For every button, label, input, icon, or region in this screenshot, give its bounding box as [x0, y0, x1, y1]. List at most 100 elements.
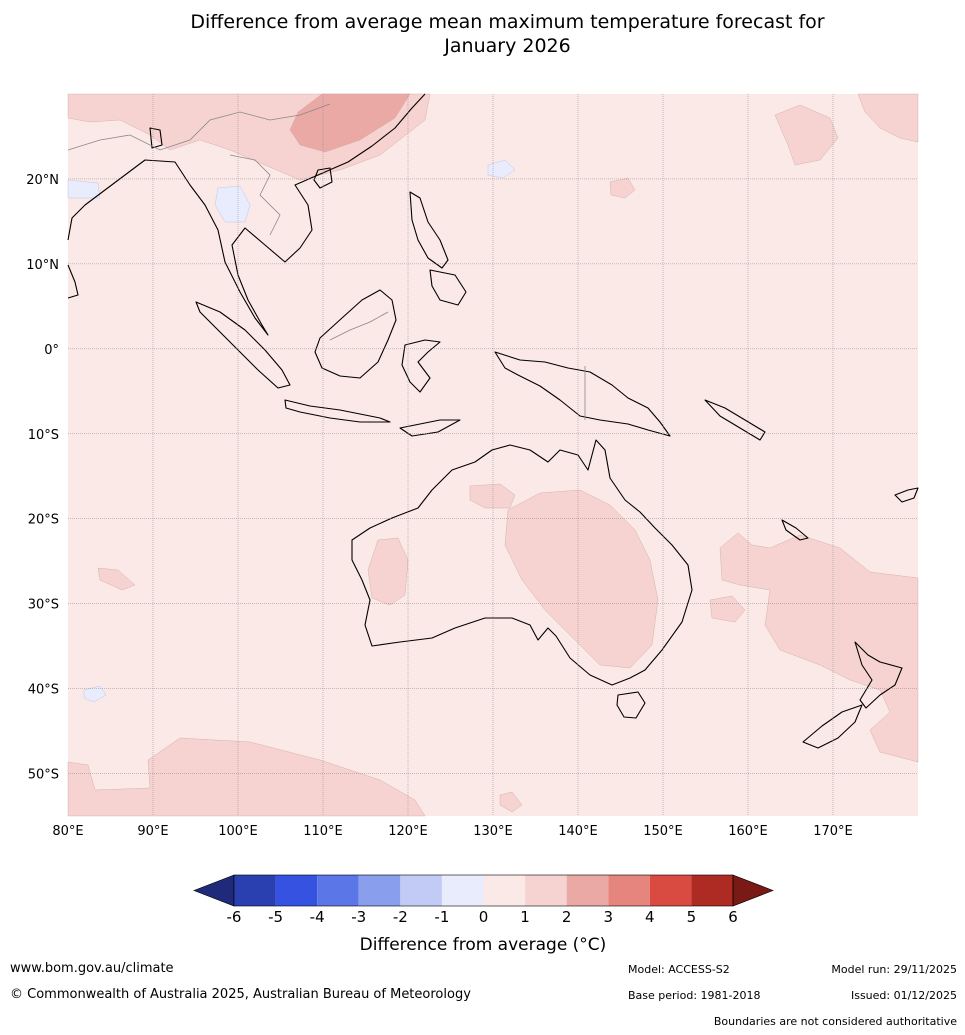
coastline-hainan: [313, 167, 333, 189]
gridlines: [68, 94, 918, 816]
anomaly-region-cool-indochina: [214, 185, 251, 223]
colorbar-cell: [234, 875, 276, 906]
anomaly-region-southern-ocean: [67, 737, 426, 817]
lon-tick-label: 90°E: [137, 824, 168, 839]
lat-tick-label: 10°S: [28, 428, 59, 443]
lon-tick-label: 120°E: [388, 824, 428, 839]
colorbar-tick-label: -6: [227, 908, 242, 926]
colorbar-tick-label: 3: [603, 908, 613, 926]
coastline-nz-north: [854, 641, 903, 709]
colorbar-label: Difference from average (°C): [360, 935, 607, 955]
anomaly-region-tasman: [719, 532, 919, 763]
coastline-luzon: [409, 191, 449, 269]
colorbar-tick-label: -2: [393, 908, 408, 926]
coastline-mindanao: [429, 269, 467, 306]
colorbar-cell: [608, 875, 650, 906]
lat-tick-label: 30°S: [28, 598, 59, 613]
coastline-asia: [67, 93, 426, 336]
coastline-borneo: [314, 289, 397, 379]
colorbar-tick-label: 6: [728, 908, 738, 926]
footer-issued: Issued: 01/12/2025: [850, 989, 957, 1002]
lon-tick-label: 80°E: [52, 824, 83, 839]
lon-tick-label: 160°E: [728, 824, 768, 839]
coastline-nz-south: [802, 704, 863, 749]
footer-disclaimer: Boundaries are not considered authoritat…: [713, 1015, 957, 1028]
border-asia: [67, 103, 331, 151]
coastline-tasmania: [616, 691, 646, 719]
lon-tick-labels: 80°E 90°E 100°E 110°E 120°E 130°E 140°E 150°E 16…: [52, 824, 852, 839]
anomaly-region-cool-philippine-sea: [487, 159, 516, 179]
coastline-australia: [351, 439, 693, 686]
national-boundaries: [67, 103, 586, 420]
temperature-anomaly-map: 20°N 10°N 0° 10°S 20°S 30°S 40°S 50°S 80°E 90°E 1…: [26, 93, 919, 839]
colorbar-cell: [566, 875, 609, 906]
lon-tick-label: 140°E: [558, 824, 598, 839]
colorbar-extend-high: [732, 874, 774, 907]
lon-tick-label: 150°E: [643, 824, 683, 839]
coastline-new-guinea: [494, 351, 671, 437]
colorbar-tick-label: 1: [520, 908, 530, 926]
footer-model-run: Model run: 29/11/2025: [831, 963, 957, 976]
colorbar-cell: [649, 875, 692, 906]
lat-tick-label: 50°S: [28, 768, 59, 783]
lon-tick-label: 130°E: [473, 824, 513, 839]
colorbar-tick-label: 0: [479, 908, 489, 926]
colorbar-cell: [691, 875, 733, 906]
lat-tick-label: 10°N: [26, 258, 59, 273]
map-title-line1: Difference from average mean maximum tem…: [190, 11, 825, 33]
colorbar-cell: [441, 875, 484, 906]
anomaly-region-ne-corner: [857, 93, 919, 143]
anomaly-region-central-australia: [504, 489, 659, 669]
anomaly-regions: [67, 93, 919, 817]
lat-tick-label: 20°N: [26, 173, 59, 188]
anomaly-region-cool-bay-of-bengal: [67, 179, 101, 199]
coastline-java: [284, 399, 391, 423]
colorbar-tick-label: 2: [562, 908, 572, 926]
anomaly-region-west-australia: [367, 537, 409, 606]
anomaly-region-south-china-strong: [289, 93, 411, 153]
coastline-fiji: [894, 487, 919, 503]
colorbar-tick-label: 4: [645, 908, 655, 926]
footer-base-period: Base period: 1981-2018: [628, 989, 761, 1002]
coastline-india-tip: [67, 264, 79, 299]
footer-copyright: © Commonwealth of Australia 2025, Austra…: [10, 987, 471, 1002]
coastline-timor: [399, 419, 461, 437]
colorbar-tick-label: -3: [351, 908, 366, 926]
colorbar-extend-low: [193, 874, 235, 907]
lat-tick-labels: 20°N 10°N 0° 10°S 20°S 30°S 40°S 50°S: [26, 173, 59, 783]
border-indochina: [229, 154, 281, 236]
coastline-new-caledonia: [781, 519, 809, 541]
anomaly-region-cool-south-indian: [83, 685, 107, 703]
anomaly-region-indian-ocean: [97, 567, 136, 591]
colorbar-tick-label: -1: [434, 908, 449, 926]
anomaly-region-nw-pacific: [774, 104, 839, 166]
anomaly-region-pacific-small: [609, 177, 636, 199]
colorbar-frame: [233, 874, 734, 907]
colorbar-tick-label: -4: [310, 908, 325, 926]
lat-tick-label: 0°: [44, 343, 59, 358]
colorbar-cell: [358, 875, 401, 906]
lon-tick-label: 170°E: [813, 824, 853, 839]
footer-model: Model: ACCESS-S2: [628, 963, 730, 976]
colorbar-cell: [400, 875, 442, 906]
colorbar-cell: [525, 875, 567, 906]
colorbar-cell: [483, 875, 526, 906]
coastline-sri-lanka: [149, 127, 163, 149]
coastline-sumatra: [195, 301, 291, 389]
coastline-solomon-islands: [704, 399, 766, 441]
colorbar-cell: [275, 875, 318, 906]
coastline-sulawesi: [401, 339, 441, 393]
coastlines: [67, 93, 919, 749]
lon-tick-label: 100°E: [218, 824, 258, 839]
colorbar-ticks: -6 -5 -4 -3 -2 -1 0 1 2 3 4 5 6: [227, 908, 738, 926]
colorbar-cell: [317, 875, 359, 906]
colorbar-tick-label: -5: [268, 908, 283, 926]
anomaly-region-nw-australia: [469, 483, 516, 509]
colorbar-cells: [193, 874, 774, 907]
colorbar-tick-label: 5: [687, 908, 697, 926]
lat-tick-label: 40°S: [28, 683, 59, 698]
lat-tick-label: 20°S: [28, 513, 59, 528]
map-title: Difference from average mean maximum tem…: [0, 10, 965, 58]
lon-tick-label: 110°E: [303, 824, 343, 839]
footer-site: www.bom.gov.au/climate: [10, 961, 174, 976]
